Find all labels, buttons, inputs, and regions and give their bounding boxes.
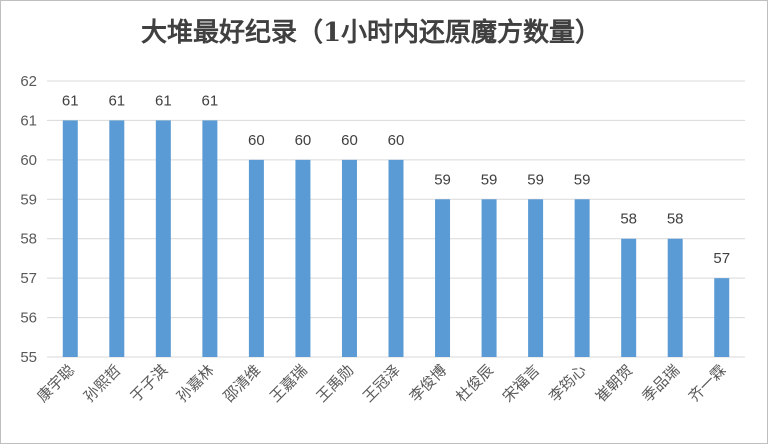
y-tick-label: 60 xyxy=(20,152,37,169)
bar xyxy=(528,199,544,357)
y-axis: 55 56 57 58 59 60 61 62 xyxy=(20,73,37,366)
bar xyxy=(248,159,264,357)
x-tick-label: 李筠心 xyxy=(545,361,590,406)
bar xyxy=(388,159,404,357)
y-tick-label: 62 xyxy=(20,73,37,90)
y-tick-label: 59 xyxy=(20,191,37,208)
bar xyxy=(202,120,218,357)
x-tick-label: 孙熙哲 xyxy=(80,361,125,406)
data-label: 60 xyxy=(388,132,405,149)
bar xyxy=(714,278,730,357)
data-label: 59 xyxy=(574,171,591,188)
x-tick-label: 崔朝贺 xyxy=(592,361,637,406)
x-tick-label: 王嘉瑞 xyxy=(266,361,311,406)
bar xyxy=(295,159,311,357)
x-tick-label: 齐一霖 xyxy=(685,361,730,406)
data-label: 59 xyxy=(481,171,498,188)
bar xyxy=(667,238,683,357)
bar xyxy=(621,238,637,357)
x-axis: 康宇聪 孙熙哲 于子淇 孙嘉林 邵清维 王嘉瑞 王禹勋 王冠泽 李俊博 杜俊辰 宋福言 李筠心 崔朝贺季… xyxy=(34,361,730,406)
x-tick-label: 孙嘉林 xyxy=(173,361,218,406)
bar xyxy=(435,199,451,357)
data-label: 58 xyxy=(667,211,684,228)
x-tick-label: 季品瑞 xyxy=(638,361,683,406)
data-label: 59 xyxy=(434,171,451,188)
bars xyxy=(62,120,730,357)
x-tick-label: 李俊博 xyxy=(406,361,451,406)
x-tick-label: 杜俊辰 xyxy=(452,361,497,406)
y-tick-label: 58 xyxy=(20,231,37,248)
data-label: 57 xyxy=(713,250,730,267)
data-label: 59 xyxy=(527,171,544,188)
x-tick-label: 于子淇 xyxy=(127,361,172,406)
y-tick-label: 56 xyxy=(20,310,37,327)
data-label: 60 xyxy=(341,132,358,149)
data-label: 61 xyxy=(202,92,219,109)
bar xyxy=(109,120,125,357)
data-label: 60 xyxy=(248,132,265,149)
data-label: 58 xyxy=(620,211,637,228)
chart-title: 大堆最好纪录（1小时内还原魔方数量） xyxy=(141,17,601,48)
y-tick-label: 55 xyxy=(20,349,37,366)
x-tick-label: 王禹勋 xyxy=(313,361,358,406)
x-tick-label: 康宇聪 xyxy=(34,361,79,406)
y-tick-label: 57 xyxy=(20,270,37,287)
data-labels: 61 61 61 61 60 60 60 60 59 59 59 59 58 58 57 xyxy=(62,92,730,267)
x-tick-label: 王冠泽 xyxy=(359,361,404,406)
data-label: 61 xyxy=(108,92,125,109)
data-label: 61 xyxy=(155,92,172,109)
y-tick-label: 61 xyxy=(20,112,37,129)
bar xyxy=(481,199,497,357)
x-tick-label: 邵清维 xyxy=(220,361,265,406)
bar xyxy=(62,120,78,357)
data-label: 61 xyxy=(62,92,79,109)
bar xyxy=(341,159,357,357)
x-tick-label: 宋福言 xyxy=(499,361,544,406)
data-label: 60 xyxy=(295,132,312,149)
bar xyxy=(155,120,171,357)
bar xyxy=(574,199,590,357)
